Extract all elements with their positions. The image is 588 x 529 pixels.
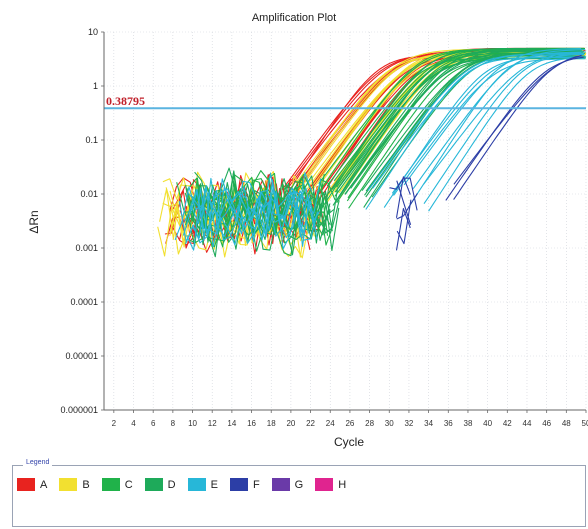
amplification-curve [428,56,582,212]
y-tick-label: 0.001 [75,243,98,253]
x-tick-label: 38 [464,419,473,428]
x-tick-label: 36 [444,419,453,428]
amplification-curve [423,53,582,205]
axes [103,32,586,411]
noise-trace [184,185,311,248]
x-axis-label: Cycle [334,435,364,449]
threshold-line: 0.38795 [104,94,586,110]
legend-label: D [167,478,176,491]
y-tick-label: 0.000001 [60,405,98,415]
noise-trace [187,172,313,231]
amplification-curve [361,53,584,192]
legend-item-f: F [229,478,260,491]
x-tick-label: 34 [424,419,433,428]
x-tick-label: 50 [582,419,588,428]
y-tick-label: 0.1 [85,135,98,145]
y-tick-labels: 10 1 0.1 0.01 0.001 0.0001 0.00001 0.000001 [60,27,104,415]
x-tick-label: 18 [267,419,276,428]
chart-title: Amplification Plot [251,12,337,24]
y-axis-label: ΔRn [27,210,41,233]
legend-swatch [17,478,35,491]
legend-swatch [144,478,163,491]
x-tick-label: 40 [483,419,492,428]
y-tick-label: 1 [93,81,98,91]
x-tick-label: 28 [365,419,374,428]
noise-trace [186,187,319,251]
amplification-curve [393,58,586,196]
amplification-plot: 0.38795 2 4 6 8 10 12 14 16 18 20 22 24 26 28 30 32 34 36… [27,27,588,449]
x-tick-label: 10 [188,419,197,428]
amplification-curve [297,51,584,193]
amplification-curve [453,54,582,200]
x-tick-label: 16 [247,419,256,428]
x-tick-label: 4 [131,419,136,428]
legend-item-c: C [101,478,133,491]
amplification-curve [453,55,582,185]
x-tick-labels: 2 4 6 8 10 12 14 16 18 20 22 24 26 28 30 32 34 36 38 40 42 44… [112,410,588,428]
legend-item-d: D [144,478,176,491]
x-tick-label: 8 [171,419,176,428]
gridlines [104,31,587,411]
amplification-curve [412,49,586,190]
legend-label: G [294,478,304,491]
x-tick-label: 14 [227,419,236,428]
legend-swatch [315,478,334,491]
legend-swatch [101,478,120,491]
x-tick-label: 44 [523,419,532,428]
legend-item-g: G [271,478,304,491]
x-tick-label: 42 [503,419,512,428]
y-tick-label: 10 [88,27,98,37]
legend-label: F [252,478,260,491]
legend-label: C [124,478,133,491]
legend-title: Legend [23,459,53,466]
noise-trace [189,178,322,239]
x-tick-label: 32 [404,419,413,428]
legend-item-a: A [17,478,47,491]
legend-label: E [210,478,218,491]
noise-trace [178,188,318,244]
x-tick-label: 48 [562,419,571,428]
x-tick-label: 30 [385,419,394,428]
amplification-curve [403,48,582,186]
amplification-curve [307,49,584,198]
legend-item-b: B [59,478,90,491]
legend-items: A B C D E F G H [17,478,358,491]
legend-label: H [338,478,347,491]
legend-item-h: H [315,478,346,491]
amplification-curves [157,47,586,259]
legend-label: A [40,478,48,491]
legend-swatch [271,478,290,491]
x-tick-label: 26 [345,419,354,428]
amplification-curve [312,55,584,210]
amplification-curve [327,47,585,194]
amplification-curve [391,54,585,194]
amplification-curve [408,51,586,208]
legend: Legend A B C D E F G H [12,459,586,527]
noise-trace [396,180,412,225]
y-tick-label: 0.0001 [70,297,98,307]
y-tick-label: 0.00001 [65,351,98,361]
noise-trace [191,170,317,235]
legend-swatch [187,478,206,491]
x-tick-label: 46 [542,419,551,428]
noise-trace [395,176,411,218]
x-tick-label: 12 [208,419,217,428]
legend-swatch [59,478,78,491]
x-tick-label: 20 [286,419,295,428]
legend-swatch [229,478,248,491]
x-tick-label: 24 [326,419,335,428]
amplification-curve [423,51,582,185]
x-tick-label: 22 [306,419,315,428]
legend-label: B [82,478,90,491]
x-tick-label: 2 [112,419,117,428]
amplification-curve [336,49,583,188]
y-tick-label: 0.01 [80,189,98,199]
legend-item-e: E [187,478,218,491]
noise-trace [396,193,418,220]
noise-trace [395,208,411,251]
noise-trace [194,167,333,232]
x-tick-label: 6 [151,419,156,428]
threshold-label: 0.38795 [106,94,145,108]
